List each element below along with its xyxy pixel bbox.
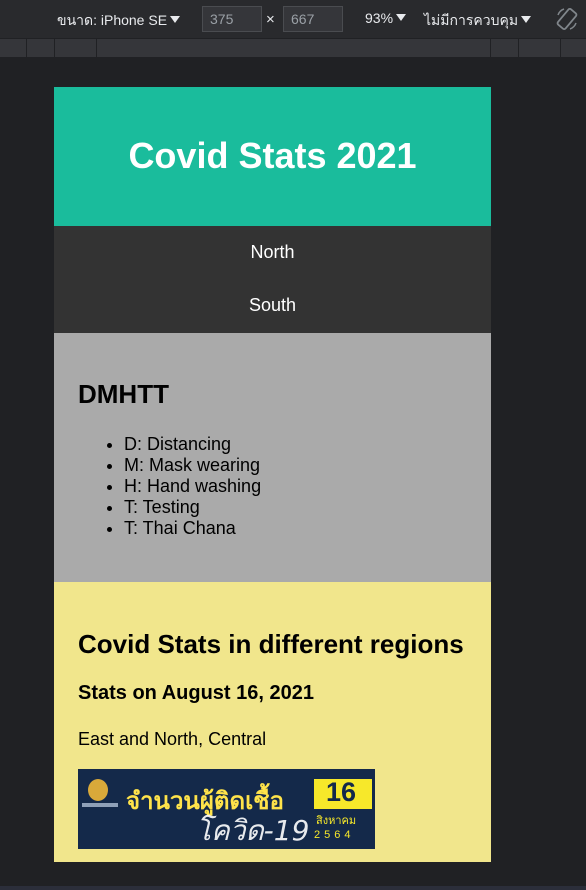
zoom-select[interactable]: 93%: [365, 10, 407, 26]
page-header: Covid Stats 2021: [54, 87, 491, 226]
chevron-down-icon: [396, 13, 407, 21]
topnav: North South: [54, 226, 491, 333]
ruler-segment: [54, 39, 55, 59]
devtools-device-toolbar: ขนาด: iPhone SE × 93% ไม่มีการควบคุม: [0, 0, 586, 38]
page-title: Covid Stats 2021: [128, 134, 417, 176]
list-item: D: Distancing: [124, 434, 467, 455]
nav-link-north[interactable]: North: [250, 242, 295, 262]
list-item: T: Thai Chana: [124, 518, 467, 539]
stats-heading: Covid Stats in different regions: [78, 629, 464, 659]
poster-month: สิงหาคม: [316, 814, 357, 827]
device-select-label: ขนาด: iPhone SE: [57, 12, 168, 28]
height-input[interactable]: [283, 6, 343, 32]
covid-stats-poster-image: จำนวนผู้ติดเชื้อ 16 โควิด-19 สิงหาคม 256…: [78, 769, 375, 849]
device-select[interactable]: ขนาด: iPhone SE: [57, 10, 181, 32]
seal-caption: [82, 803, 118, 807]
dmhtt-heading: DMHTT: [78, 379, 169, 409]
zoom-select-label: 93%: [365, 10, 394, 26]
list-item: T: Testing: [124, 497, 467, 518]
chevron-down-icon: [170, 15, 181, 23]
dmhtt-section: DMHTT D: Distancing M: Mask wearing H: H…: [54, 333, 491, 582]
ruler-segment: [490, 39, 491, 59]
stats-section: Covid Stats in different regions Stats o…: [54, 582, 491, 862]
throttle-select-label: ไม่มีการควบคุม: [424, 12, 519, 28]
poster-headline: จำนวนผู้ติดเชื้อ: [126, 787, 284, 815]
rotate-icon[interactable]: [554, 6, 580, 32]
times-symbol: ×: [266, 11, 275, 28]
poster-subline: โควิด-19: [196, 814, 310, 847]
poster-date-box: [314, 779, 372, 809]
stats-date-heading: Stats on August 16, 2021: [78, 682, 314, 704]
government-seal-icon: [88, 779, 108, 801]
list-item: H: Hand washing: [124, 476, 467, 497]
stage-bottom-border: [0, 886, 586, 890]
ruler-segment: [518, 39, 519, 59]
ruler-segment: [560, 39, 561, 59]
poster-year: 2564: [314, 829, 355, 841]
list-item: M: Mask wearing: [124, 455, 467, 476]
throttle-select[interactable]: ไม่มีการควบคุม: [424, 10, 532, 32]
nav-link-south[interactable]: South: [248, 295, 297, 315]
poster-day: 16: [326, 777, 357, 807]
width-input[interactable]: [202, 6, 262, 32]
stats-regions-text: East and North, Central: [78, 729, 267, 749]
ruler-segment: [26, 39, 27, 59]
chevron-down-icon: [521, 15, 532, 23]
dmhtt-list: D: Distancing M: Mask wearing H: Hand wa…: [78, 434, 467, 539]
ruler-segment: [96, 39, 97, 59]
device-viewport: Covid Stats 2021 North South DMHTT D: Di…: [54, 87, 491, 862]
media-query-bar[interactable]: [0, 38, 586, 59]
